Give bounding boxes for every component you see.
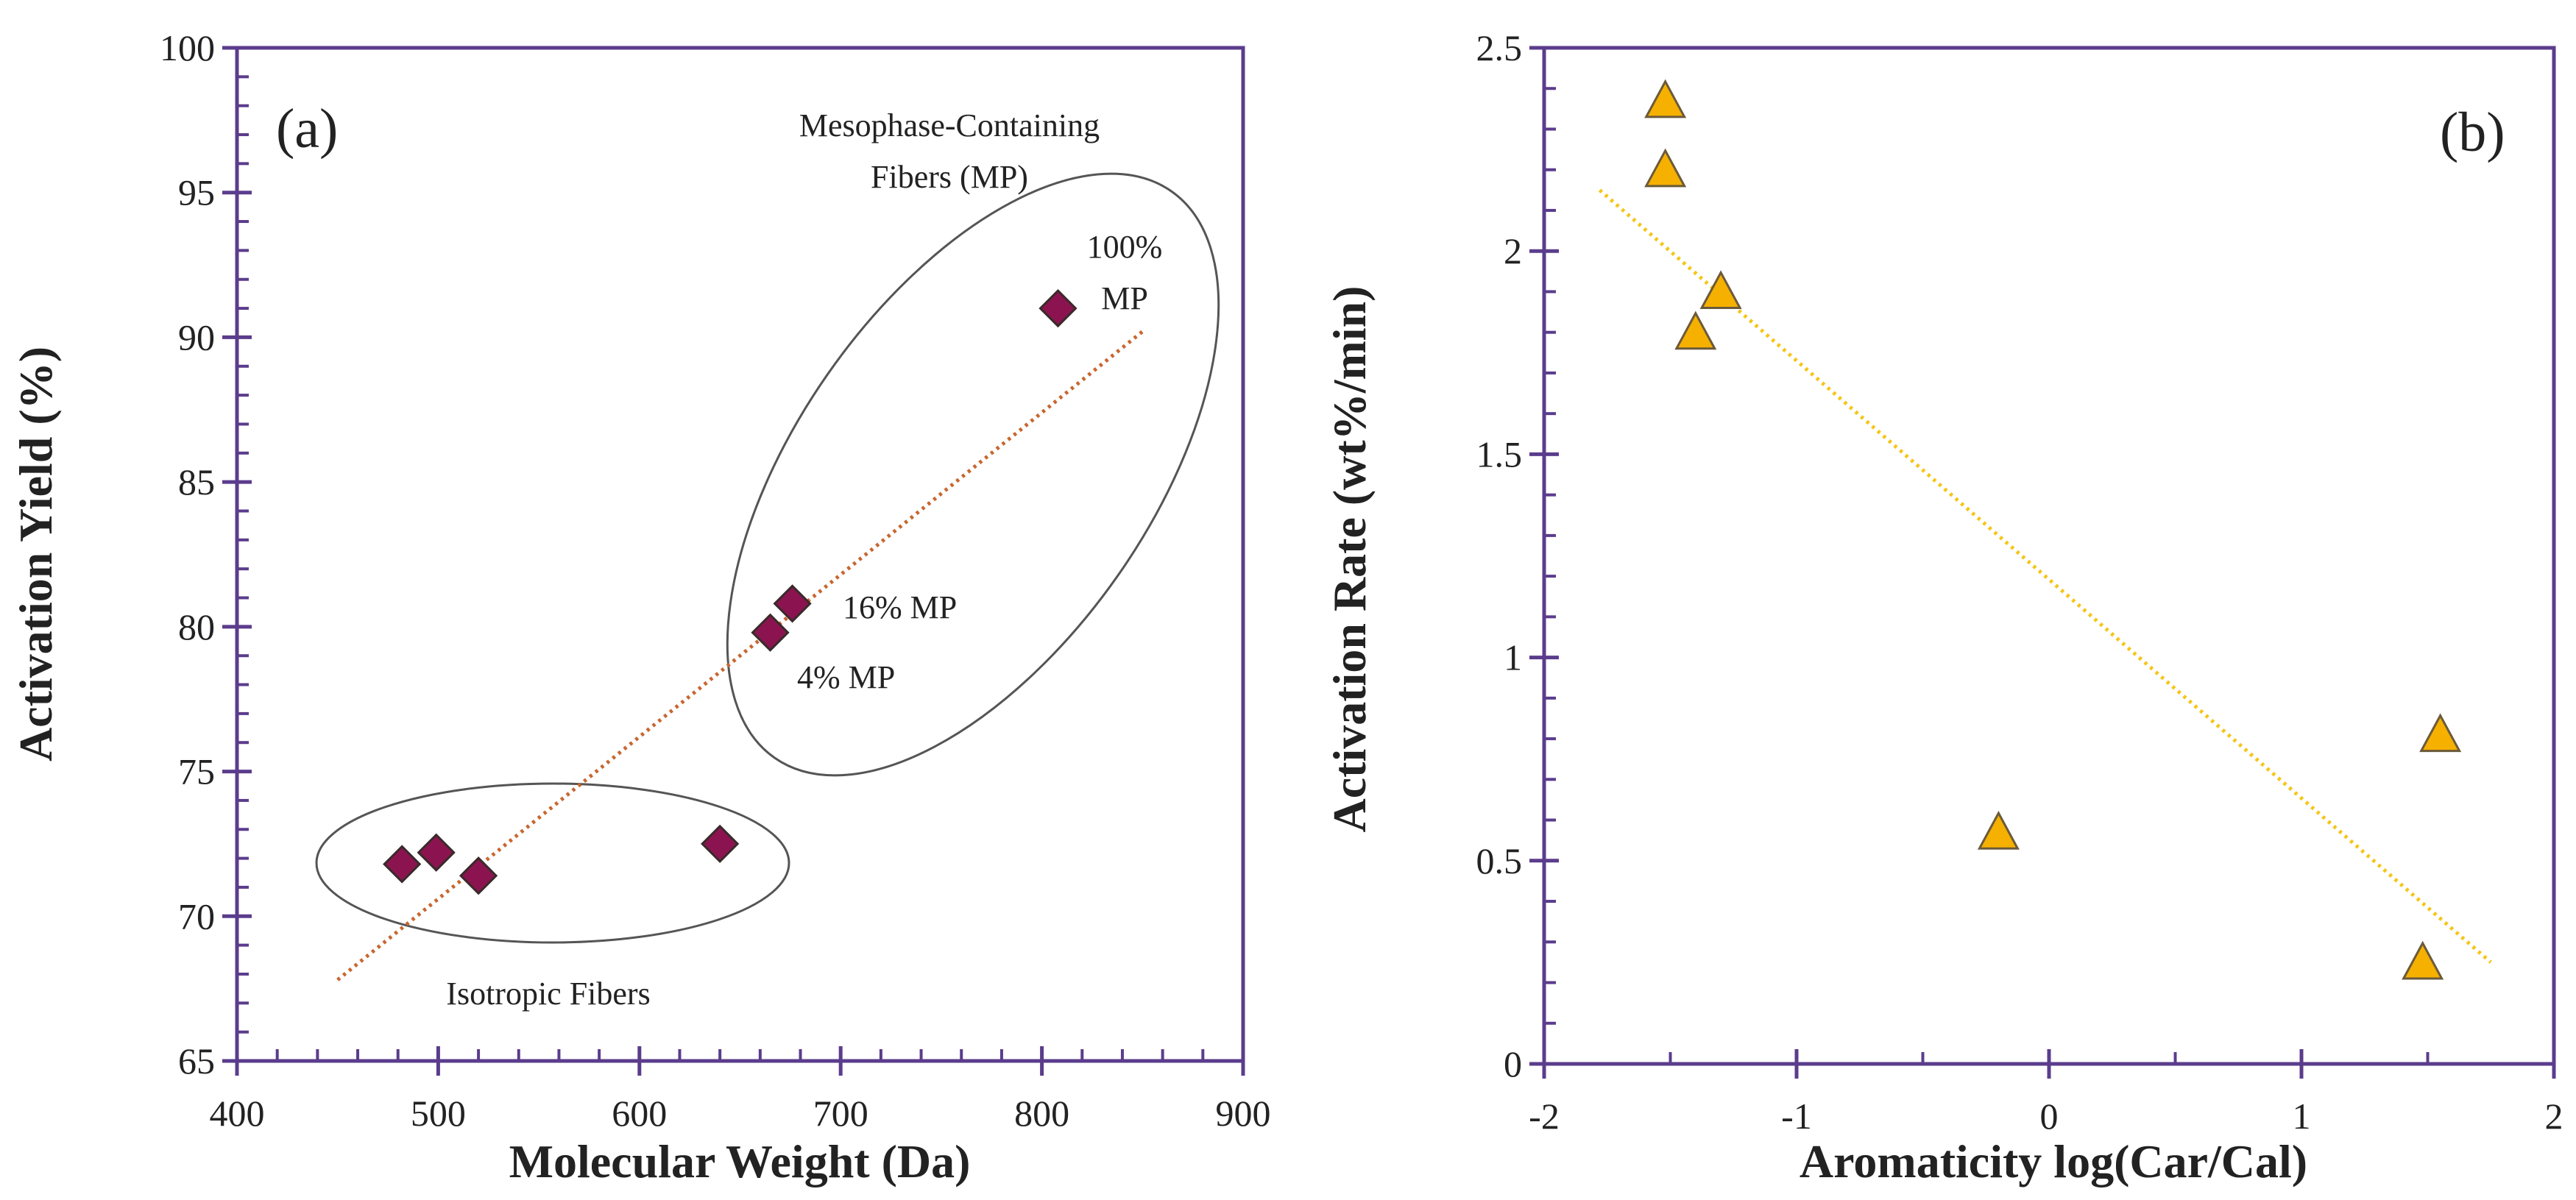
y-tick-label: 75 [178,751,215,792]
annotation-16mp: 16% MP [843,589,957,625]
x-tick-label: 500 [411,1093,466,1134]
y-tick-label: 0 [1504,1043,1522,1084]
x-axis-label-b: Aromaticity log(Car/Cal) [1800,1135,2307,1187]
x-tick-label: 1 [2293,1096,2311,1137]
data-point-triangle [1674,310,1717,350]
data-point-diamond [459,856,498,895]
y-tick-label: 100 [160,27,215,68]
annotation-100-1: 100% [1087,229,1163,265]
plot-frame [1542,46,2556,1066]
y-tick-label: 95 [178,172,215,213]
y-tick-label: 2 [1504,230,1522,271]
x-tick-label: 800 [1014,1093,1069,1134]
x-tick-label: -2 [1529,1096,1560,1137]
plot-frame [235,46,1245,1063]
data-point-triangle [1977,810,2020,850]
annotation-4mp: 4% MP [797,659,895,695]
annotation-mesophase-1: Mesophase-Containing [799,107,1100,143]
y-tick-label: 85 [178,461,215,503]
isotropic-ellipse [315,782,790,944]
x-axis-label-a: Molecular Weight (Da) [509,1135,971,1187]
y-axis-label-b: Activation Rate (wt%/min) [1323,286,1376,833]
annotation-mesophase-2: Fibers (MP) [871,159,1028,195]
data-point-diamond [383,845,422,884]
y-tick-label: 1.5 [1476,433,1523,475]
y-axis-label-a: Activation Yield (%) [10,347,62,761]
data-point-diamond [417,833,456,872]
trendline [336,330,1144,981]
data-point-triangle [2419,713,2462,753]
x-tick-label: 700 [813,1093,868,1134]
data-point-diamond [1038,288,1078,328]
x-tick-label: 0 [2040,1096,2059,1137]
annotation-100-2: MP [1101,280,1148,316]
x-tick-label: 400 [210,1093,265,1134]
data-point-triangle [1699,270,1742,310]
x-tick-label: -1 [1781,1096,1812,1137]
y-tick-label: 90 [178,316,215,358]
y-tick-label: 70 [178,895,215,937]
panel-label-b: (b) [2440,102,2505,163]
y-tick-label: 1 [1504,637,1522,678]
y-tick-label: 80 [178,606,215,647]
x-tick-label: 2 [2545,1096,2563,1137]
trendline [1598,188,2492,964]
x-tick-label: 600 [612,1093,667,1134]
data-point-triangle [1644,79,1687,118]
chart-b: (b) Aromaticity log(Car/Cal) Activation … [1323,27,2563,1187]
x-tick-label: 900 [1216,1093,1271,1134]
panel-label-a: (a) [276,98,338,160]
y-tick-label: 2.5 [1476,27,1523,68]
chart-a: (a) Molecular Weight (Da) Activation Yie… [10,27,1271,1187]
annotation-isotropic: Isotropic Fibers [446,976,650,1012]
data-point-diamond [773,584,812,623]
data-point-diamond [701,824,740,864]
data-point-diamond [751,613,790,652]
y-tick-label: 65 [178,1040,215,1082]
data-point-triangle [2402,940,2444,980]
y-tick-label: 0.5 [1476,840,1523,881]
data-point-triangle [1644,148,1687,188]
mesophase-ellipse [726,172,1220,777]
